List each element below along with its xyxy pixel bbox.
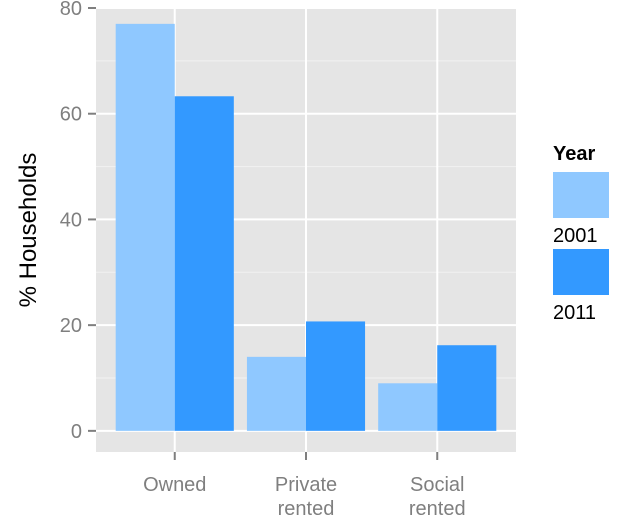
y-tick-label: 60 [60, 104, 82, 126]
legend-label-2001: 2001 [553, 225, 598, 247]
x-tick-label: Private rented [275, 474, 337, 520]
y-tick-label: 80 [60, 0, 82, 20]
bar-2011-2 [437, 345, 497, 431]
bar-2011-0 [174, 96, 234, 431]
bar-2011-1 [306, 321, 366, 431]
bar-2001-0 [115, 23, 175, 431]
legend-label-2011: 2011 [553, 302, 596, 324]
x-tick-label-line: Private [275, 474, 337, 496]
y-tick-label: 40 [60, 209, 82, 231]
legend-key-2011 [553, 249, 609, 295]
legend-key-2001 [553, 172, 609, 218]
y-tick-label: 20 [60, 315, 82, 337]
x-tick-label-line: rented [278, 498, 335, 520]
x-tick-label: Social rented [409, 474, 466, 520]
legend-title: Year [553, 143, 595, 165]
y-tick-label: 0 [71, 421, 82, 443]
y-axis-title: % Households [15, 153, 42, 308]
bar-2001-2 [378, 383, 438, 431]
x-tick-label-line: rented [409, 498, 466, 520]
x-tick-label-line: Owned [143, 474, 206, 496]
x-tick-label: Owned [143, 474, 206, 496]
bar-2001-1 [246, 356, 306, 431]
x-tick-label-line: Social [410, 474, 464, 496]
